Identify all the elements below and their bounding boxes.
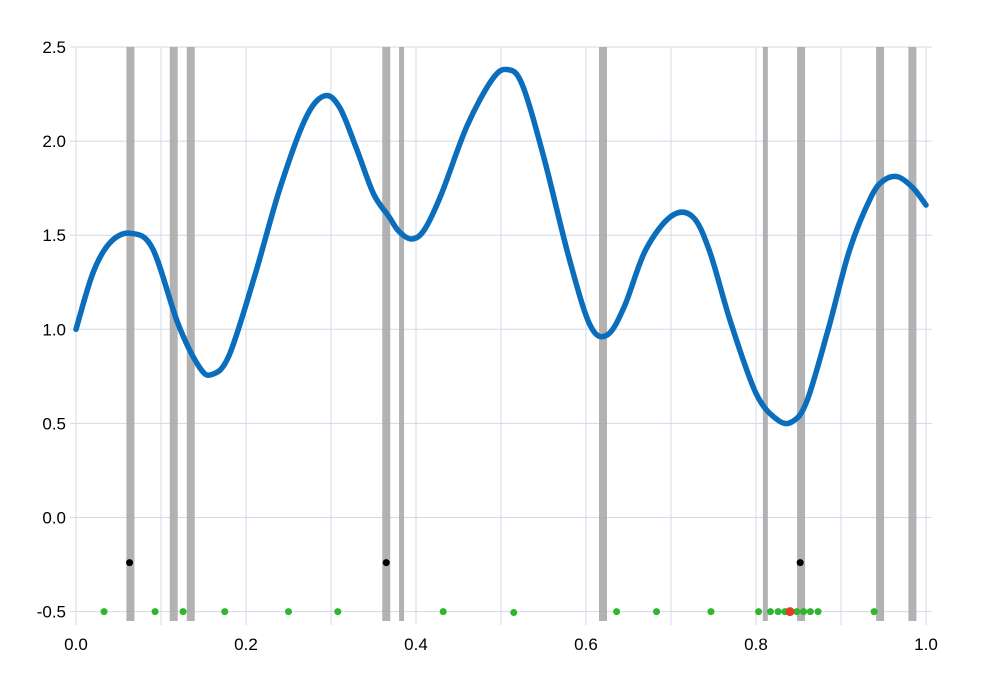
series-line — [73, 66, 929, 427]
y-tick-label: 2.5 — [42, 38, 66, 57]
green-point — [766, 608, 774, 616]
y-tick-label: 1.5 — [42, 226, 66, 245]
green-point — [151, 608, 159, 616]
y-tick-label: 0.5 — [42, 414, 66, 433]
green-point — [806, 608, 814, 616]
y-tick-label: 1.0 — [42, 320, 66, 339]
green-point — [179, 608, 187, 616]
x-tick-label: 0.2 — [234, 635, 258, 654]
vertical-line — [126, 47, 135, 621]
vertical-lines — [126, 47, 917, 621]
vertical-line — [169, 47, 178, 621]
green-point — [774, 608, 782, 616]
series-lines — [73, 66, 929, 427]
green-point — [613, 608, 621, 616]
y-tick-labels: -0.5 0.0 0.5 1.0 1.5 2.0 2.5 — [37, 38, 66, 622]
green-point — [285, 608, 292, 616]
green-point — [439, 608, 447, 616]
x-tick-label: 0.0 — [64, 635, 88, 654]
x-tick-label: 0.6 — [574, 635, 598, 654]
green-point — [510, 609, 518, 617]
green-point — [707, 608, 715, 616]
x-tick-label: 0.4 — [404, 635, 428, 654]
x-tick-label: 1.0 — [914, 635, 938, 654]
green-point — [653, 608, 661, 616]
x-tick-label: 0.8 — [744, 635, 768, 654]
green-point — [755, 608, 763, 616]
green-point — [870, 608, 878, 616]
vertical-line — [399, 47, 405, 621]
black-point — [382, 559, 390, 567]
x-tick-labels: 0.0 0.2 0.4 0.6 0.8 1.0 — [64, 635, 938, 654]
green-point — [814, 608, 822, 616]
vertical-line — [908, 47, 917, 621]
vertical-line — [762, 47, 768, 621]
vertical-line — [186, 47, 195, 621]
vertical-line — [797, 47, 806, 621]
green-point — [100, 608, 108, 616]
green-point — [793, 608, 801, 616]
vertical-line — [876, 47, 885, 621]
black-point — [126, 559, 134, 567]
green-point — [334, 608, 342, 616]
vertical-line — [382, 47, 391, 621]
red-point — [785, 607, 795, 617]
black-point — [796, 559, 804, 567]
points — [100, 559, 878, 617]
y-tick-label: 2.0 — [42, 132, 66, 151]
y-tick-label: -0.5 — [37, 603, 66, 622]
green-point — [221, 608, 229, 616]
y-tick-label: 0.0 — [42, 508, 66, 527]
green-point — [800, 608, 808, 616]
